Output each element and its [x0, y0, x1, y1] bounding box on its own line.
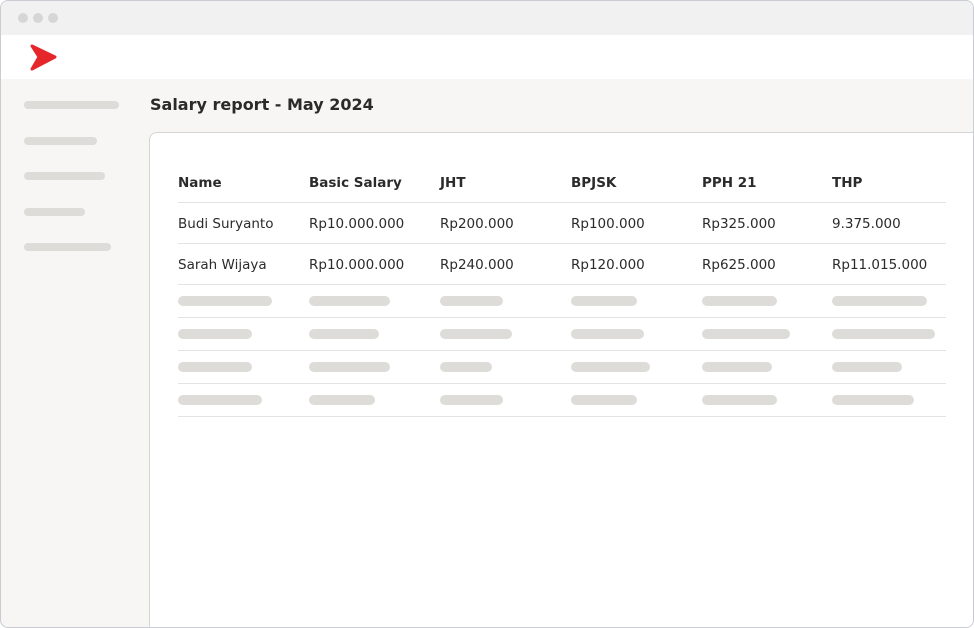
table-cell: 9.375.000 — [832, 216, 901, 232]
sidebar-item[interactable] — [24, 137, 97, 145]
column-header: BPJSK — [571, 175, 617, 191]
sidebar-item[interactable] — [24, 243, 111, 251]
row-divider — [178, 202, 946, 203]
placeholder — [440, 395, 503, 405]
placeholder — [571, 395, 637, 405]
row-divider — [178, 243, 946, 244]
row-divider — [178, 317, 946, 318]
placeholder — [702, 362, 772, 372]
table-cell: Rp120.000 — [571, 257, 645, 273]
table-cell: Sarah Wijaya — [178, 257, 267, 273]
column-header: PPH 21 — [702, 175, 757, 191]
placeholder — [178, 395, 262, 405]
column-header: JHT — [440, 175, 466, 191]
placeholder — [702, 395, 777, 405]
table-cell: Budi Suryanto — [178, 216, 274, 232]
placeholder — [309, 362, 390, 372]
sidebar-item[interactable] — [24, 208, 85, 216]
table-cell: Rp240.000 — [440, 257, 514, 273]
window-dot — [18, 13, 28, 23]
placeholder — [571, 329, 644, 339]
header — [1, 35, 973, 79]
placeholder — [832, 395, 914, 405]
table-cell: Rp11.015.000 — [832, 257, 928, 273]
placeholder — [178, 362, 252, 372]
placeholder — [309, 329, 379, 339]
column-header: THP — [832, 175, 863, 191]
sidebar-item[interactable] — [24, 101, 119, 109]
placeholder — [571, 296, 637, 306]
row-divider — [178, 416, 946, 417]
placeholder — [440, 329, 512, 339]
window-dot — [33, 13, 43, 23]
row-divider — [178, 350, 946, 351]
table-cell: Rp325.000 — [702, 216, 776, 232]
placeholder — [832, 296, 927, 306]
column-header: Name — [178, 175, 222, 191]
placeholder — [309, 395, 375, 405]
table-cell: Rp100.000 — [571, 216, 645, 232]
placeholder — [178, 329, 252, 339]
column-header: Basic Salary — [309, 175, 402, 191]
sidebar-item[interactable] — [24, 172, 105, 180]
report-card: Name Basic Salary JHT BPJSK PPH 21 THP Budi Su… — [149, 132, 973, 627]
placeholder — [178, 296, 272, 306]
placeholder — [309, 296, 390, 306]
table-cell: Rp10.000.000 — [309, 257, 405, 273]
placeholder — [702, 329, 790, 339]
row-divider — [178, 383, 946, 384]
placeholder — [440, 296, 503, 306]
row-divider — [178, 284, 946, 285]
placeholder — [832, 329, 935, 339]
window-dot — [48, 13, 58, 23]
placeholder — [702, 296, 777, 306]
title-bar — [1, 1, 973, 35]
placeholder — [440, 362, 492, 372]
table-cell: Rp10.000.000 — [309, 216, 405, 232]
logo — [30, 44, 57, 71]
placeholder — [571, 362, 650, 372]
table-cell: Rp200.000 — [440, 216, 514, 232]
table-cell: Rp625.000 — [702, 257, 776, 273]
page-title: Salary report - May 2024 — [150, 95, 374, 114]
placeholder — [832, 362, 902, 372]
